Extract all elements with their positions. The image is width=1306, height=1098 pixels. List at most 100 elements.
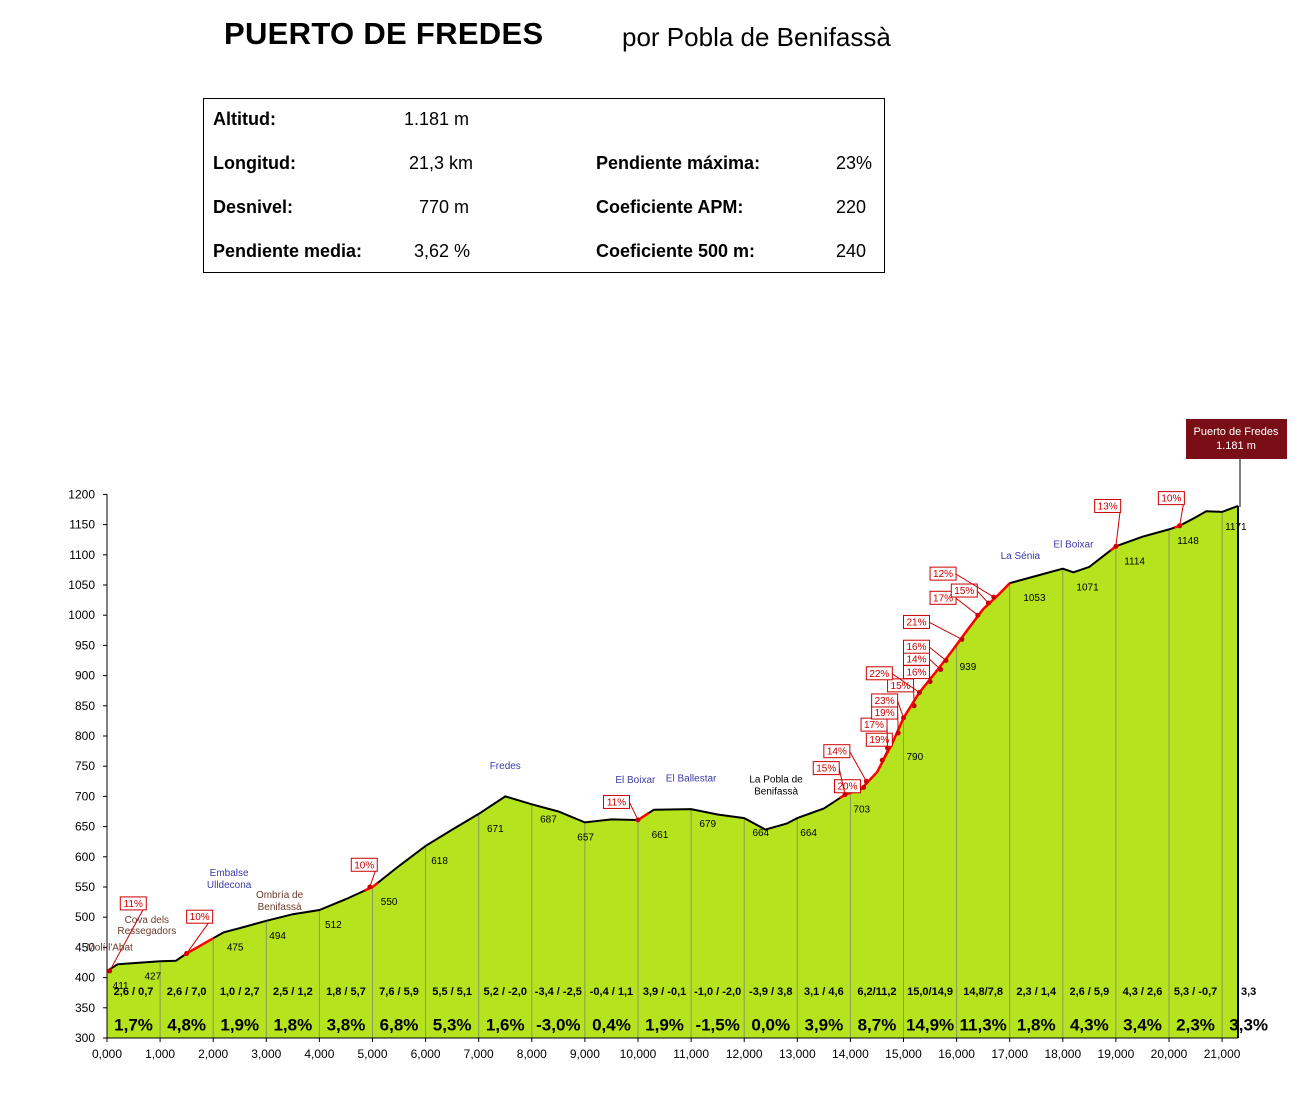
y-tick-label: 450 bbox=[75, 940, 95, 954]
segment-grade: 1,7% bbox=[114, 1016, 153, 1035]
gradient-flag-box bbox=[602, 794, 630, 809]
x-tick-label: 1,000 bbox=[145, 1047, 175, 1061]
gradient-flag-label: 11% bbox=[607, 797, 626, 808]
gradient-flag-label: 13% bbox=[1098, 501, 1118, 512]
x-tick-label: 14,000 bbox=[832, 1047, 869, 1061]
gradient-flag-point bbox=[879, 757, 885, 763]
segment-grade: 8,7% bbox=[858, 1016, 897, 1035]
x-tick-label: 7,000 bbox=[464, 1047, 494, 1061]
elevation-label: 475 bbox=[227, 942, 244, 953]
x-tick-label: 2,000 bbox=[198, 1047, 228, 1061]
x-tick-label: 21,000 bbox=[1204, 1047, 1241, 1061]
gradient-flag-label: 10% bbox=[1161, 494, 1181, 505]
elevation-label: 1053 bbox=[1023, 593, 1046, 604]
segment-grade: -3,0% bbox=[536, 1016, 580, 1035]
gradient-flag-point bbox=[895, 730, 901, 736]
segment-value: 3,3 bbox=[1241, 986, 1256, 998]
gradient-flag-box bbox=[1094, 498, 1122, 513]
segment-grade: 2,3% bbox=[1176, 1016, 1215, 1035]
gradient-flag-point bbox=[842, 792, 848, 798]
elevation-label: 661 bbox=[652, 830, 669, 841]
coef-500-value: 240 bbox=[836, 241, 867, 261]
gradient-flag-box bbox=[812, 761, 840, 776]
segment-grade: 1,9% bbox=[220, 1016, 259, 1035]
gradient-flag-label: 14% bbox=[906, 654, 926, 665]
segment-value: 3,9 / -0,1 bbox=[643, 986, 686, 998]
chart-title: PUERTO DE FREDES bbox=[224, 16, 544, 51]
y-tick-label: 750 bbox=[75, 759, 95, 773]
segment-value: 14,8/7,8 bbox=[963, 986, 1003, 998]
segment-grade: 1,6% bbox=[486, 1016, 525, 1035]
segment-grade: 1,8% bbox=[273, 1016, 312, 1035]
segment-value: 1,0 / 2,7 bbox=[220, 986, 260, 998]
summit-box bbox=[1186, 419, 1287, 459]
segment-value: 2,6 / 7,0 bbox=[167, 986, 207, 998]
gradient-flag-point bbox=[927, 679, 933, 685]
gradient-flag-leader bbox=[838, 768, 846, 795]
coef-apm-label: Coeficiente APM: bbox=[596, 197, 744, 217]
gradient-flag-leader bbox=[1115, 506, 1122, 547]
desnivel-value: 770 m bbox=[419, 197, 470, 217]
desnivel-label: Desnivel: bbox=[213, 197, 294, 217]
pendiente-media-label: Pendiente media: bbox=[213, 241, 363, 261]
gradient-flag-box bbox=[887, 678, 915, 693]
elevation-label: 790 bbox=[907, 752, 924, 763]
segment-grade: 3,9% bbox=[804, 1016, 843, 1035]
gradient-flag-point bbox=[863, 778, 869, 784]
gradient-flag-label: 11% bbox=[124, 899, 143, 910]
segment-grade: 5,3% bbox=[433, 1016, 472, 1035]
x-tick-label: 20,000 bbox=[1151, 1047, 1188, 1061]
y-tick-label: 500 bbox=[75, 910, 95, 924]
segment-grade: 14,9% bbox=[906, 1016, 954, 1035]
summit-altitude: 1.181 m bbox=[1216, 440, 1256, 452]
altitud-label: Altitud: bbox=[213, 109, 276, 129]
y-tick-label: 800 bbox=[75, 729, 95, 743]
elevation-label: 1114 bbox=[1124, 556, 1145, 567]
segment-value: 6,2/11,2 bbox=[857, 986, 896, 998]
gradient-flag-label: 15% bbox=[816, 764, 836, 775]
gradient-flag-point bbox=[107, 968, 113, 974]
place-label: La Sénia bbox=[1001, 551, 1041, 562]
gradient-flag-label: 12% bbox=[933, 569, 953, 580]
gradient-flag-point bbox=[1177, 523, 1183, 529]
segment-value: -0,4 / 1,1 bbox=[590, 986, 633, 998]
place-label: La Pobla de bbox=[749, 775, 803, 786]
elevation-label: 703 bbox=[853, 805, 870, 816]
place-label: Fredes bbox=[490, 761, 521, 772]
x-tick-label: 15,000 bbox=[885, 1047, 922, 1061]
y-tick-label: 950 bbox=[75, 638, 95, 652]
longitud-value: 21,3 km bbox=[409, 153, 474, 173]
elevation-label: 618 bbox=[431, 856, 448, 867]
gradient-flag-point bbox=[861, 784, 867, 790]
place-label: Benifassà bbox=[754, 787, 798, 798]
gradient-flag-box bbox=[929, 566, 957, 581]
gradient-flag-box bbox=[903, 614, 930, 629]
elevation-label: 1071 bbox=[1076, 582, 1099, 593]
x-tick-label: 9,000 bbox=[570, 1047, 600, 1061]
elevation-label: 494 bbox=[269, 931, 286, 942]
elevation-label: 687 bbox=[540, 814, 557, 825]
gradient-flag-point bbox=[901, 715, 906, 721]
place-label: Ressegadors bbox=[117, 926, 176, 937]
place-label: Ombría de bbox=[256, 890, 304, 901]
segment-grade: 1,8% bbox=[1017, 1016, 1056, 1035]
gradient-flag-label: 16% bbox=[906, 642, 926, 653]
gradient-flag-leader bbox=[976, 590, 989, 604]
gradient-flag-label: 19% bbox=[869, 735, 889, 746]
segment-grade: 3,3% bbox=[1229, 1016, 1268, 1035]
segment-value: 7,6 / 5,9 bbox=[379, 986, 419, 998]
gradient-flag-box bbox=[865, 732, 893, 747]
x-tick-label: 11,000 bbox=[673, 1047, 709, 1061]
gradient-flag-label: 22% bbox=[869, 669, 889, 680]
gradient-flag-point bbox=[985, 600, 991, 606]
gradient-flag-box bbox=[823, 744, 851, 759]
gradient-flag-label: 19% bbox=[875, 708, 895, 719]
elevation-label: 411 bbox=[113, 981, 129, 992]
gradient-flag-point bbox=[991, 594, 997, 600]
gradient-flag-box bbox=[903, 639, 930, 654]
gradient-flag-point bbox=[916, 690, 922, 696]
chart-subtitle: por Pobla de Benifassà bbox=[622, 22, 891, 52]
gradient-flag-label: 15% bbox=[954, 586, 974, 597]
gradient-flag-box bbox=[929, 590, 957, 605]
pendiente-media-value: 3,62 % bbox=[414, 241, 471, 261]
